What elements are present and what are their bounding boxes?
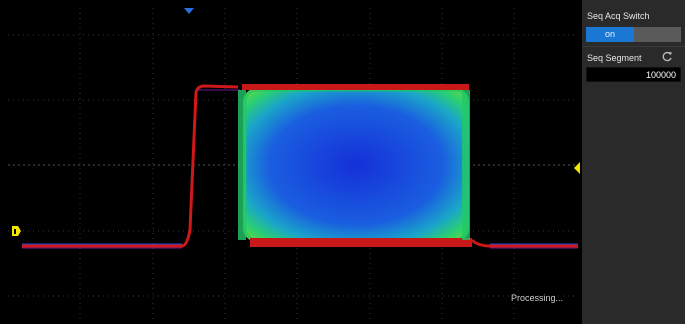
refresh-icon[interactable] bbox=[661, 51, 673, 63]
persistence-region bbox=[243, 88, 469, 242]
seq-segment-label: Seq Segment bbox=[587, 53, 642, 63]
seq-acq-switch-toggle[interactable]: on bbox=[586, 27, 681, 42]
seq-segment-input[interactable]: 100000 bbox=[586, 67, 681, 82]
waveform-canvas bbox=[8, 8, 580, 320]
panel-divider bbox=[582, 46, 685, 47]
seq-acq-switch-on-state[interactable]: on bbox=[586, 27, 634, 42]
trigger-level-marker-icon[interactable] bbox=[574, 162, 580, 174]
acquisition-status-text: Processing... bbox=[511, 293, 564, 303]
channel-1-marker-icon[interactable] bbox=[12, 226, 21, 236]
waveform-display[interactable]: Processing... bbox=[0, 0, 582, 324]
sequence-settings-panel: Seq Acq Switch on Seq Segment 100000 bbox=[582, 0, 685, 324]
trigger-position-marker-icon[interactable] bbox=[184, 8, 194, 14]
seq-acq-switch-label: Seq Acq Switch bbox=[587, 11, 650, 21]
